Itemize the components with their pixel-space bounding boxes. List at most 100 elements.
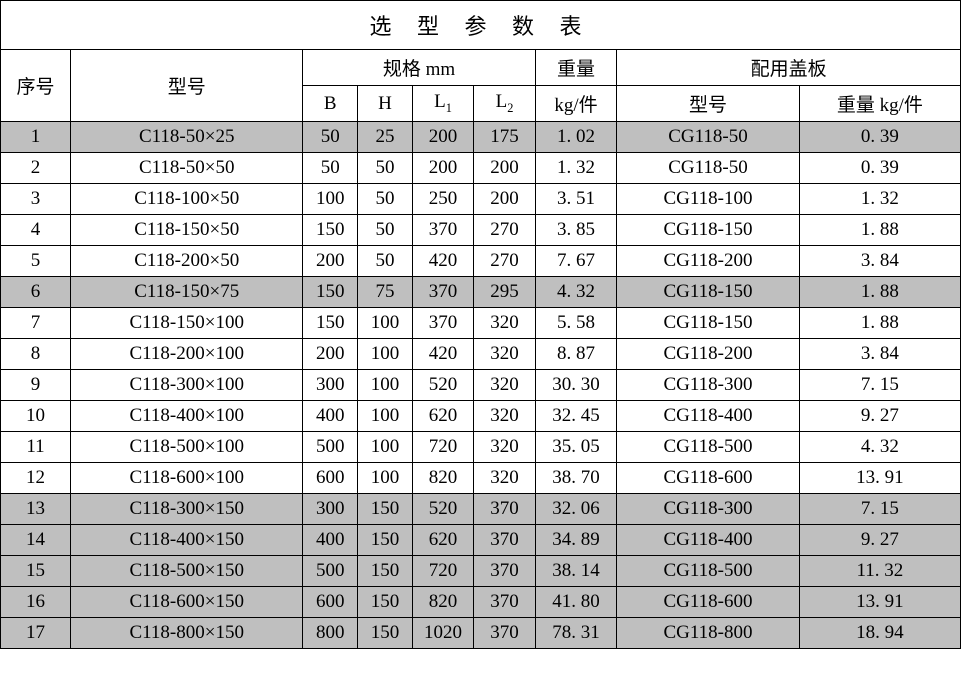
parameter-table-container: 选 型 参 数 表 序号 型号 规格 mm 重量 配用盖板 B H L1 L2 …	[0, 0, 961, 649]
cell-H: 50	[358, 215, 413, 246]
cell-cover-weight: 1. 88	[799, 277, 960, 308]
cell-B: 600	[303, 463, 358, 494]
cell-cover-model: CG118-500	[617, 432, 799, 463]
cell-weight: 38. 14	[535, 556, 617, 587]
cell-weight: 4. 32	[535, 277, 617, 308]
table-row: 1C118-50×2550252001751. 02CG118-500. 39	[1, 122, 961, 153]
cell-cover-weight: 18. 94	[799, 618, 960, 649]
cell-seq: 1	[1, 122, 71, 153]
table-title: 选 型 参 数 表	[1, 1, 961, 50]
cell-weight: 7. 67	[535, 246, 617, 277]
header-L2-prefix: L	[496, 91, 508, 112]
header-weight: 重量	[535, 50, 617, 86]
cell-weight: 3. 51	[535, 184, 617, 215]
cell-L1: 620	[412, 401, 473, 432]
cell-model: C118-50×25	[71, 122, 303, 153]
cell-cover-weight: 3. 84	[799, 339, 960, 370]
table-row: 9C118-300×10030010052032030. 30CG118-300…	[1, 370, 961, 401]
table-row: 6C118-150×75150753702954. 32CG118-1501. …	[1, 277, 961, 308]
cell-H: 100	[358, 463, 413, 494]
table-row: 17C118-800×150800150102037078. 31CG118-8…	[1, 618, 961, 649]
cell-seq: 13	[1, 494, 71, 525]
cell-L1: 820	[412, 463, 473, 494]
cell-B: 150	[303, 215, 358, 246]
table-row: 3C118-100×50100502502003. 51CG118-1001. …	[1, 184, 961, 215]
cell-B: 500	[303, 432, 358, 463]
cell-B: 400	[303, 525, 358, 556]
cell-cover-model: CG118-200	[617, 339, 799, 370]
cell-L2: 320	[474, 308, 535, 339]
cell-L2: 320	[474, 370, 535, 401]
cell-seq: 14	[1, 525, 71, 556]
cell-cover-weight: 1. 32	[799, 184, 960, 215]
cell-L2: 270	[474, 246, 535, 277]
header-L2: L2	[474, 86, 535, 122]
cell-L2: 200	[474, 184, 535, 215]
cell-seq: 7	[1, 308, 71, 339]
cell-cover-weight: 7. 15	[799, 494, 960, 525]
header-spec: 规格 mm	[303, 50, 535, 86]
cell-L2: 175	[474, 122, 535, 153]
table-row: 8C118-200×1002001004203208. 87CG118-2003…	[1, 339, 961, 370]
cell-model: C118-50×50	[71, 153, 303, 184]
cell-L2: 320	[474, 339, 535, 370]
header-model: 型号	[71, 50, 303, 122]
cell-cover-model: CG118-100	[617, 184, 799, 215]
cell-B: 50	[303, 153, 358, 184]
cell-seq: 17	[1, 618, 71, 649]
cell-L1: 250	[412, 184, 473, 215]
cell-L1: 720	[412, 432, 473, 463]
table-row: 2C118-50×5050502002001. 32CG118-500. 39	[1, 153, 961, 184]
cell-weight: 8. 87	[535, 339, 617, 370]
header-weight-unit: kg/件	[535, 86, 617, 122]
cell-seq: 5	[1, 246, 71, 277]
cell-cover-weight: 3. 84	[799, 246, 960, 277]
cell-model: C118-200×50	[71, 246, 303, 277]
table-body: 1C118-50×2550252001751. 02CG118-500. 392…	[1, 122, 961, 649]
cell-cover-model: CG118-400	[617, 525, 799, 556]
cell-B: 800	[303, 618, 358, 649]
cell-L2: 295	[474, 277, 535, 308]
cell-L2: 370	[474, 494, 535, 525]
header-seq: 序号	[1, 50, 71, 122]
cell-L2: 370	[474, 556, 535, 587]
cell-cover-weight: 1. 88	[799, 215, 960, 246]
cell-H: 100	[358, 339, 413, 370]
cell-H: 50	[358, 184, 413, 215]
cell-cover-weight: 0. 39	[799, 122, 960, 153]
cell-L1: 520	[412, 370, 473, 401]
table-row: 11C118-500×10050010072032035. 05CG118-50…	[1, 432, 961, 463]
cell-B: 200	[303, 339, 358, 370]
cell-L2: 320	[474, 401, 535, 432]
cell-cover-model: CG118-50	[617, 122, 799, 153]
cell-B: 200	[303, 246, 358, 277]
cell-seq: 2	[1, 153, 71, 184]
cell-cover-weight: 4. 32	[799, 432, 960, 463]
cell-cover-weight: 9. 27	[799, 525, 960, 556]
cell-B: 600	[303, 587, 358, 618]
cell-seq: 11	[1, 432, 71, 463]
header-cover: 配用盖板	[617, 50, 961, 86]
cell-weight: 1. 32	[535, 153, 617, 184]
cell-cover-weight: 1. 88	[799, 308, 960, 339]
header-L1: L1	[412, 86, 473, 122]
cell-L2: 320	[474, 463, 535, 494]
cell-L1: 1020	[412, 618, 473, 649]
table-row: 10C118-400×10040010062032032. 45CG118-40…	[1, 401, 961, 432]
cell-cover-model: CG118-150	[617, 277, 799, 308]
cell-model: C118-300×150	[71, 494, 303, 525]
cell-cover-model: CG118-150	[617, 308, 799, 339]
table-row: 13C118-300×15030015052037032. 06CG118-30…	[1, 494, 961, 525]
cell-L1: 420	[412, 339, 473, 370]
cell-seq: 15	[1, 556, 71, 587]
cell-H: 50	[358, 246, 413, 277]
cell-seq: 9	[1, 370, 71, 401]
cell-seq: 8	[1, 339, 71, 370]
cell-L2: 370	[474, 618, 535, 649]
cell-B: 100	[303, 184, 358, 215]
cell-L1: 720	[412, 556, 473, 587]
cell-weight: 5. 58	[535, 308, 617, 339]
cell-cover-weight: 13. 91	[799, 463, 960, 494]
cell-H: 25	[358, 122, 413, 153]
cell-model: C118-150×75	[71, 277, 303, 308]
